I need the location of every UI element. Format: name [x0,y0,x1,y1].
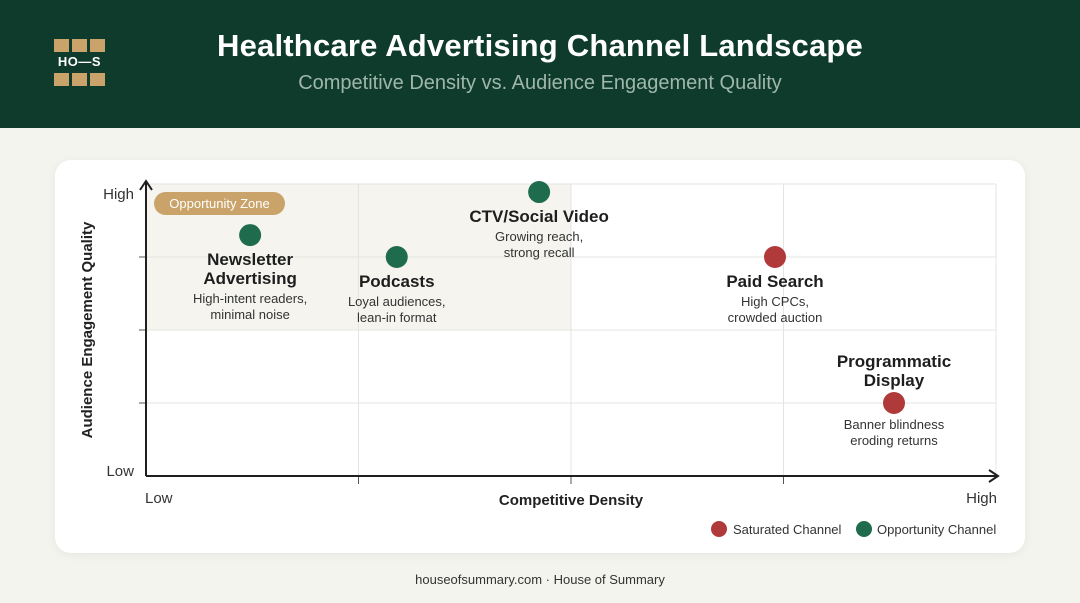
logo-text: HO—S [57,54,102,69]
chart-card: High Low Low High Competitive Density Audienc… [55,160,1025,553]
point-description: High-intent readers, [193,291,307,306]
x-tick-label-low: Low [145,490,173,507]
point-description: Growing reach, [495,229,583,244]
y-axis-title: Audience Engagement Quality [79,221,96,438]
scatter-chart: High Low Low High Competitive Density Audienc… [79,179,1000,537]
point-description: crowded auction [728,310,823,325]
brand-logo: HO—S [54,39,105,86]
data-point [239,224,262,247]
y-tick-label-high: High [103,186,134,203]
point-label: Paid Search [726,272,823,291]
data-point [385,246,408,268]
data-point [528,181,551,204]
y-tick-label-low: Low [106,463,134,480]
x-axis-title: Competitive Density [499,492,644,509]
legend-label-saturated: Saturated Channel [733,522,842,537]
point-description: minimal noise [210,307,289,322]
point-description: High CPCs, [741,294,809,309]
point-description: Loyal audiences, [348,294,446,309]
data-point [883,392,905,414]
page-subtitle: Competitive Density vs. Audience Engagem… [298,72,782,94]
point-label: Programmatic [837,352,951,371]
point-description: eroding returns [850,433,938,448]
point-label: Newsletter [207,250,293,269]
legend-marker-opportunity [856,521,872,537]
point-description: strong recall [504,245,575,260]
opportunity-zone-badge [154,192,285,215]
point-label: CTV/Social Video [469,207,609,226]
point-label: Advertising [203,269,297,288]
legend-label-opportunity: Opportunity Channel [877,522,996,537]
page-title: Healthcare Advertising Channel Landscape [217,28,863,63]
header-banner: HO—S Healthcare Advertising Channel Land… [0,0,1080,128]
point-label: Display [864,371,925,390]
opportunity-zone-label: Opportunity Zone [169,196,269,211]
x-tick-label-high: High [966,490,997,507]
point-label: Podcasts [359,272,435,291]
data-point [764,246,786,268]
legend-marker-saturated [711,521,727,537]
x-axis-arrow-icon [988,469,1000,483]
point-description: lean-in format [357,310,437,325]
point-description: Banner blindness [844,417,945,432]
footer-credit: houseofsummary.com · House of Summary [415,572,665,587]
y-axis-arrow-icon [139,179,153,191]
